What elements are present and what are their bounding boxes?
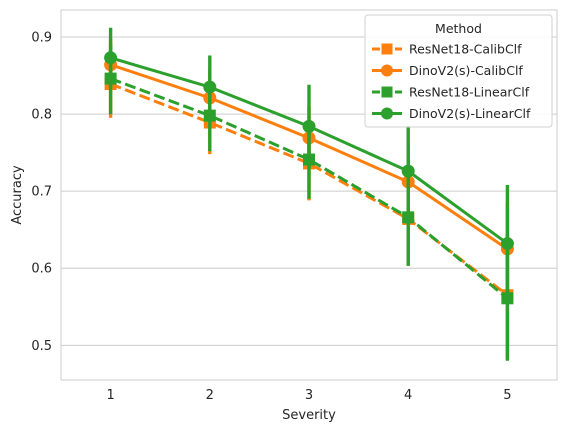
legend-title: Method xyxy=(435,21,482,36)
x-axis-label: Severity xyxy=(282,408,336,423)
legend-marker xyxy=(381,43,393,55)
data-point xyxy=(203,80,217,94)
data-point xyxy=(402,211,415,224)
y-tick-label: 0.7 xyxy=(31,185,52,200)
data-point xyxy=(302,119,316,133)
legend-label: DinoV2(s)-LinearClf xyxy=(409,106,531,121)
legend-entry: ResNet18-LinearClf xyxy=(372,85,530,100)
x-tick-label: 4 xyxy=(404,388,412,403)
x-axis-ticks: 1 2 3 4 5 xyxy=(106,388,511,403)
series-dinov2-s-linearclf xyxy=(104,27,514,303)
data-point xyxy=(104,51,118,65)
y-tick-label: 0.5 xyxy=(31,339,52,354)
data-point xyxy=(500,237,514,251)
legend-label: ResNet18-CalibClf xyxy=(409,42,522,57)
data-point xyxy=(401,164,415,178)
legend-entries: ResNet18-CalibClf DinoV2(s)-CalibClf ResNe… xyxy=(372,42,531,121)
x-tick-label: 2 xyxy=(206,388,214,403)
series-line xyxy=(110,82,509,297)
y-tick-label: 0.8 xyxy=(31,108,52,123)
legend-label: ResNet18-LinearClf xyxy=(409,85,530,100)
legend-box xyxy=(364,14,553,128)
legend-marker xyxy=(381,86,393,98)
series-line xyxy=(110,77,509,300)
series-layer xyxy=(104,27,514,361)
legend-entry: DinoV2(s)-LinearClf xyxy=(372,106,531,121)
legend-entry: DinoV2(s)-CalibClf xyxy=(372,63,523,78)
y-axis-ticks: 0.5 0.6 0.7 0.8 0.9 xyxy=(31,30,52,353)
x-tick-label: 3 xyxy=(305,388,313,403)
legend-marker xyxy=(381,107,393,120)
legend-marker xyxy=(381,64,393,77)
legend: Method ResNet18-CalibClf DinoV2(s)-CalibC… xyxy=(364,14,553,128)
x-tick-label: 1 xyxy=(106,388,114,403)
legend-entry: ResNet18-CalibClf xyxy=(372,42,522,57)
plot-area xyxy=(60,9,558,381)
y-axis-label: Accuracy xyxy=(10,165,25,225)
x-tick-label: 5 xyxy=(503,388,511,403)
legend-label: DinoV2(s)-CalibClf xyxy=(409,63,523,78)
y-tick-label: 0.9 xyxy=(31,30,52,45)
y-tick-label: 0.6 xyxy=(31,262,52,277)
